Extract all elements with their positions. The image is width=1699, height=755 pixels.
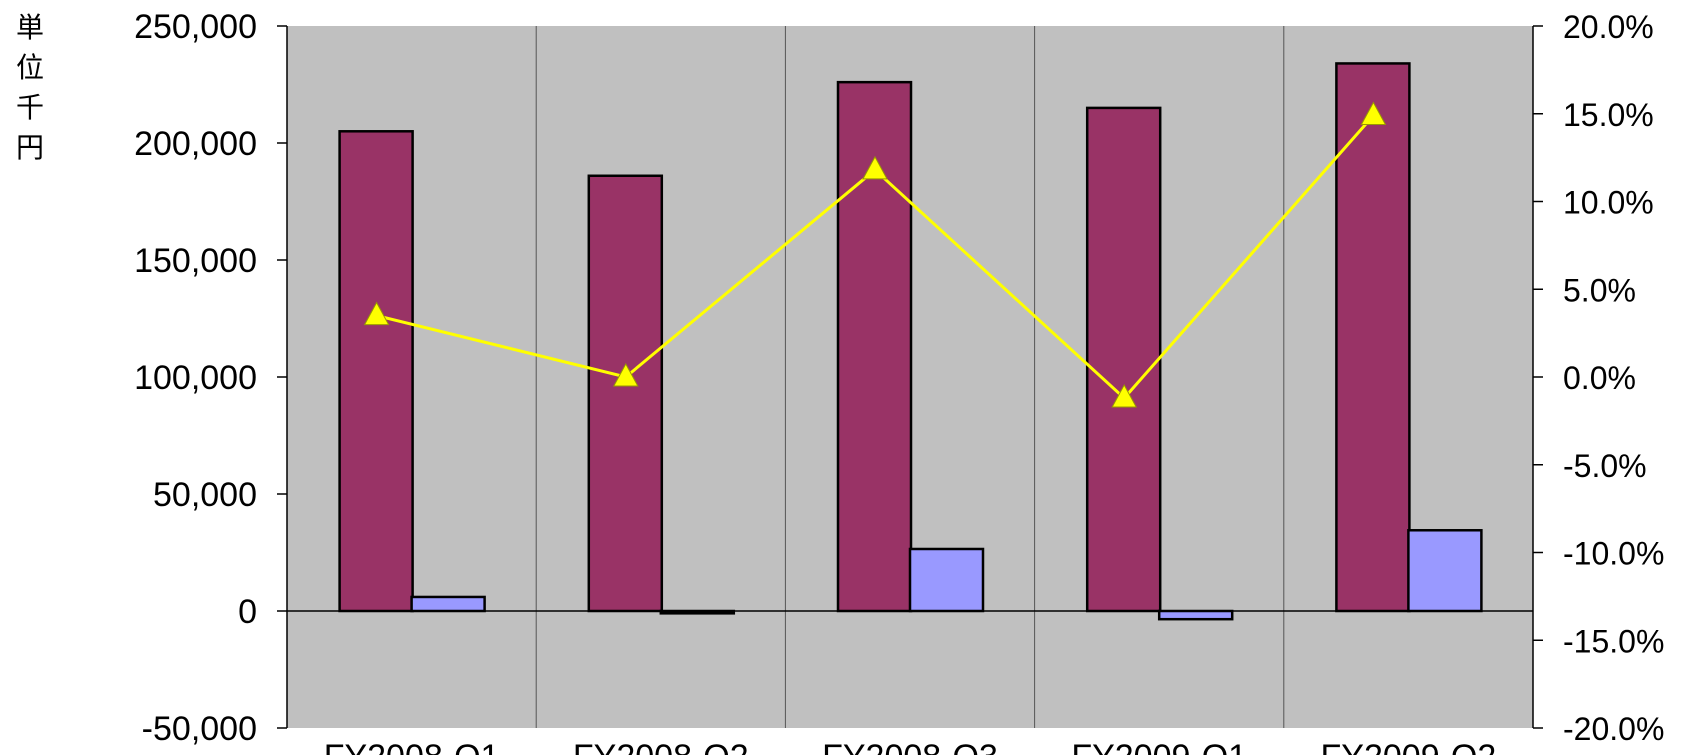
right-axis-tick-label: 10.0% — [1563, 185, 1654, 221]
right-axis-tick-label: 5.0% — [1563, 272, 1636, 308]
category-label: FY2009-Q2 — [1321, 738, 1497, 755]
bar — [1335, 62, 1411, 613]
right-axis-tick-label: -5.0% — [1563, 448, 1647, 484]
left-axis-tick-label: 0 — [238, 593, 257, 631]
line-marker-triangle — [1111, 384, 1138, 408]
category-label: FY2009-Q1 — [1071, 738, 1247, 755]
left-axis-tick-label: 250,000 — [134, 8, 257, 46]
bar — [1157, 609, 1234, 621]
line-marker-triangle — [612, 362, 639, 387]
left-axis-tick-label: 50,000 — [153, 476, 257, 514]
right-axis-tick-label: -10.0% — [1563, 536, 1664, 572]
bar — [338, 130, 414, 613]
category-label: FY2008-Q2 — [573, 738, 749, 755]
left-axis-tick-label: -50,000 — [142, 710, 257, 748]
unit-label-char: 単 — [15, 11, 44, 44]
left-axis-tick-label: 150,000 — [134, 242, 257, 280]
line-marker-triangle — [1360, 101, 1387, 126]
bar — [908, 547, 985, 613]
bar — [659, 609, 736, 615]
unit-label-char: 円 — [15, 131, 44, 164]
right-axis-tick-label: 15.0% — [1563, 97, 1654, 133]
left-axis-tick-label: 100,000 — [134, 359, 257, 397]
right-axis-tick-label: 20.0% — [1563, 9, 1654, 45]
category-label: FY2008-Q3 — [822, 738, 998, 755]
left-axis-tick-label: 200,000 — [134, 125, 257, 163]
line-marker-triangle — [862, 155, 888, 180]
unit-label: 単 位 千 円 — [10, 8, 50, 168]
unit-label-char: 位 — [15, 51, 44, 84]
bar — [1407, 529, 1483, 613]
right-axis-tick-label: -20.0% — [1563, 711, 1664, 747]
right-axis-tick-label: 0.0% — [1563, 360, 1636, 396]
unit-label-char: 千 — [15, 91, 44, 124]
category-label: FY2008-Q1 — [324, 738, 500, 755]
bar — [1085, 106, 1162, 613]
line-marker-triangle — [363, 301, 390, 326]
bar — [410, 595, 486, 613]
right-axis-tick-label: -15.0% — [1563, 623, 1664, 659]
bar — [587, 174, 664, 613]
